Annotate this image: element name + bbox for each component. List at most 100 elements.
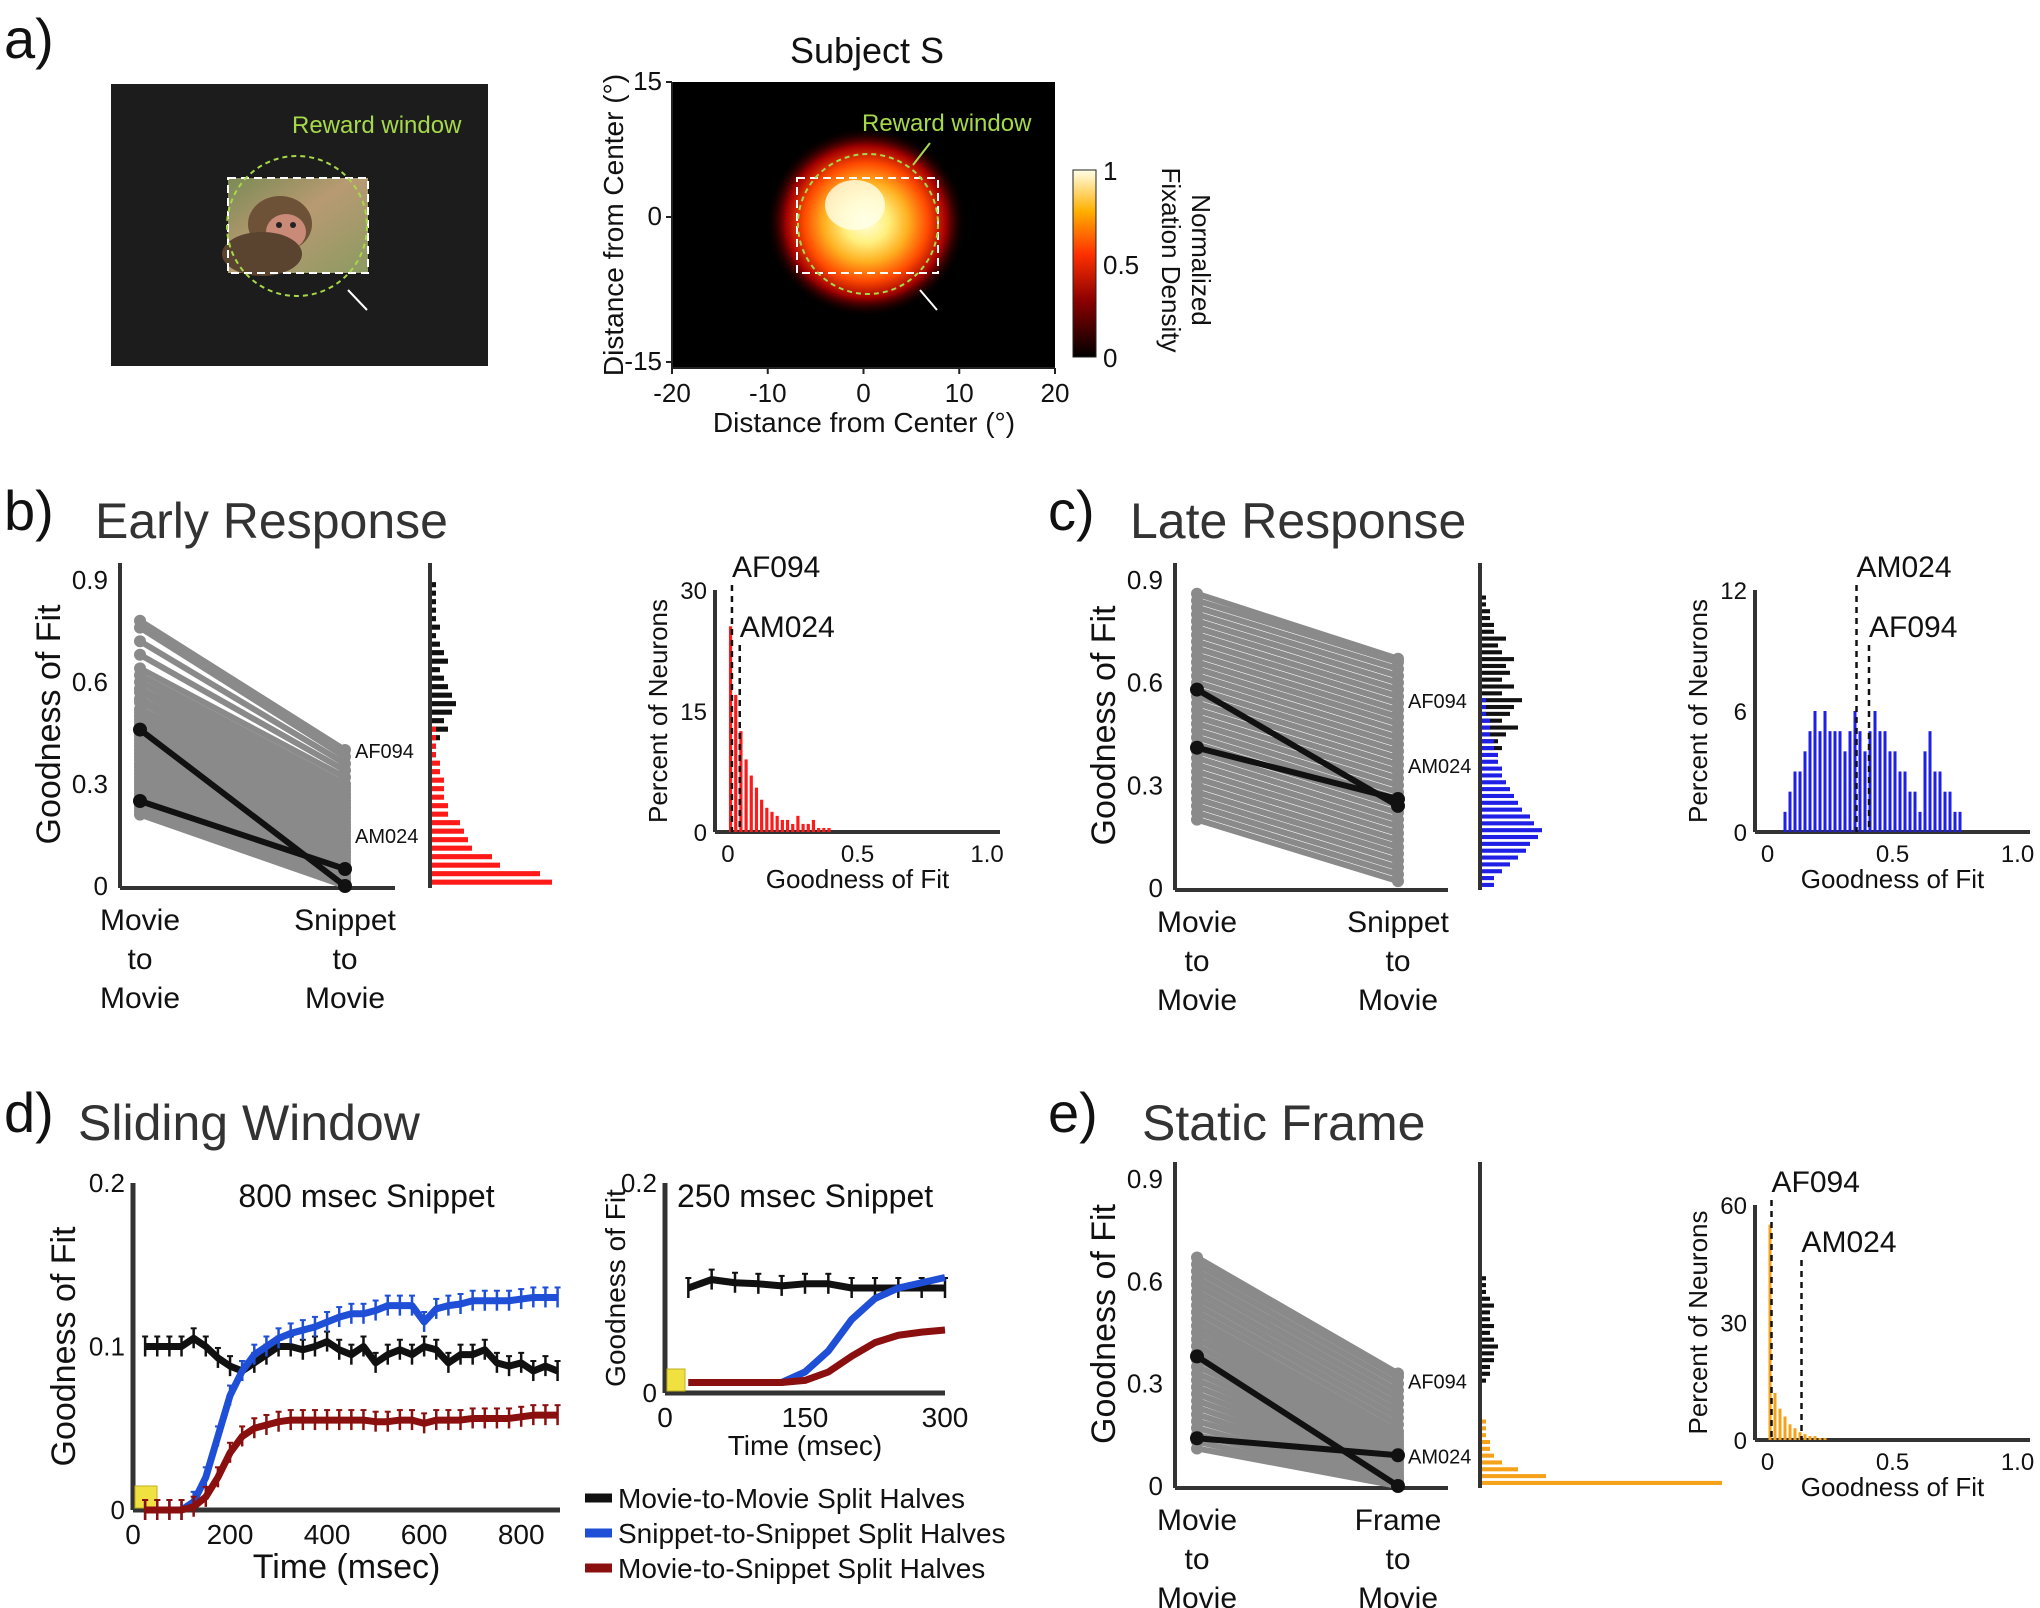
side-hist-bar-black: [1482, 718, 1502, 723]
heatmap-ytick-label: 0: [648, 201, 662, 231]
hist-ylabel: Percent of Neurons: [643, 599, 673, 823]
hist-bar: [1843, 751, 1847, 832]
side-hist-bar-colored: [1482, 752, 1498, 757]
hist-bar: [1908, 791, 1912, 832]
neuron-line: [138, 771, 347, 872]
neuron-line: [1196, 652, 1399, 720]
side-hist-bar-black: [1482, 711, 1510, 716]
side-hist-bar-black: [1482, 1330, 1490, 1335]
neuron-line: [1196, 707, 1399, 775]
neuron-line: [1196, 789, 1399, 857]
neuron-point-start: [134, 808, 146, 821]
side-hist-bar-colored: [432, 777, 444, 783]
hist-bar: [801, 823, 805, 832]
reward-pointer: [347, 289, 368, 311]
hist-ytick-label: 6: [1734, 699, 1747, 726]
legend-entry: Snippet-to-Snippet Split Halves: [618, 1518, 1006, 1549]
side-hist-bar-black: [432, 641, 440, 647]
heatmap-xtick-label: -20: [653, 378, 691, 408]
hist-xtick-label: 0: [1761, 1449, 1774, 1476]
highlight-line-am024: [138, 727, 347, 889]
time-title: 250 msec Snippet: [677, 1178, 933, 1214]
side-hist-bar-black: [1482, 704, 1514, 710]
side-hist-bar-black: [432, 726, 448, 732]
stimulus-display: Reward window: [111, 84, 488, 366]
side-hist-bar-colored: [432, 786, 444, 792]
panel-d-title: Sliding Window: [78, 1095, 421, 1151]
side-hist-bar-colored: [432, 811, 448, 817]
heatmap-ylabel: Distance from Center (°): [598, 74, 629, 376]
hist-bar: [1828, 731, 1832, 832]
time-xtick-label: 150: [782, 1402, 829, 1433]
side-hist-bar-colored: [1482, 1419, 1486, 1424]
neuron-line: [1196, 796, 1399, 864]
neuron-line: [138, 638, 347, 767]
neuron-line: [1196, 686, 1399, 755]
side-hist-bar-black: [1482, 602, 1486, 607]
neuron-line: [1195, 1302, 1400, 1421]
side-hist-bar-colored: [1482, 834, 1538, 840]
neuron-line: [1196, 1445, 1399, 1489]
hist-bar: [760, 799, 764, 832]
slope-category-label: to: [332, 943, 357, 976]
side-hist-bar-colored: [432, 726, 436, 732]
slope-category-label: Movie: [1157, 906, 1237, 939]
hist-bar: [1793, 771, 1797, 832]
hist-bar: [1798, 771, 1802, 832]
side-hist-bar-black: [432, 658, 448, 664]
neuron-point-start: [1191, 813, 1203, 826]
side-hist-bar-black: [1482, 1276, 1486, 1281]
neuron-line: [138, 723, 347, 825]
side-hist-bar-colored: [1482, 780, 1506, 785]
hist-ytick-label: 30: [1720, 1311, 1747, 1338]
side-hist-bar-black: [1482, 629, 1494, 634]
neuron-line: [138, 652, 347, 774]
hist-bar: [1818, 731, 1822, 832]
neuron-line: [1195, 1350, 1400, 1452]
marker-label-am024: AM024: [1802, 1226, 1897, 1259]
neuron-line: [138, 699, 347, 804]
highlight-end-am024: [1391, 798, 1405, 813]
neuron-line: [1196, 803, 1399, 871]
side-hist-bar-colored: [1482, 1439, 1490, 1445]
hist-bar: [1838, 731, 1842, 832]
stimulus-onset-marker: [666, 1368, 686, 1392]
neuron-line: [1195, 1370, 1400, 1462]
slope-category-label: Movie: [1358, 984, 1438, 1017]
neuron-line: [138, 750, 347, 852]
highlight-start-am024: [1190, 682, 1204, 697]
neuron-line: [1196, 590, 1399, 662]
side-hist-bar-colored: [1482, 800, 1518, 805]
side-hist-bar-black: [1482, 663, 1506, 669]
hist-xlabel: Goodness of Fit: [1801, 1472, 1985, 1502]
side-hist-bar-colored: [432, 769, 440, 775]
neuron-point-start: [134, 635, 146, 648]
highlight-line-am024: [1195, 1353, 1400, 1489]
time-xtick-label: 400: [304, 1519, 351, 1550]
neuron-line: [1195, 1336, 1400, 1445]
highlight-start-am024: [1190, 1349, 1204, 1364]
side-hist-bar-black: [432, 650, 444, 656]
hist-bar: [1803, 751, 1807, 832]
hist-bar: [1803, 1434, 1807, 1440]
neuron-line: [1196, 611, 1399, 679]
neuron-line: [1196, 618, 1399, 686]
side-hist-bar-colored: [1482, 1460, 1502, 1465]
slope-ytick-label: 0.9: [1127, 565, 1163, 595]
neuron-line: [1196, 673, 1399, 741]
side-hist-bar-black: [1482, 643, 1498, 648]
hist-bar: [1883, 731, 1887, 832]
neuron-line: [138, 696, 347, 801]
highlight-end-af094: [1391, 1448, 1405, 1463]
hist-bar: [1778, 1408, 1782, 1440]
side-hist-bar-colored: [432, 837, 468, 843]
legend-entry: Movie-to-Snippet Split Halves: [618, 1553, 985, 1584]
slope-category-label: to: [1184, 945, 1209, 978]
reward-window-overlay: [797, 153, 939, 295]
side-hist-bar-black: [432, 718, 444, 724]
hist-bar: [1788, 791, 1792, 832]
slope-category-label: Movie: [1358, 1582, 1438, 1608]
time-title: 800 msec Snippet: [238, 1178, 494, 1214]
hist-ylabel: Percent of Neurons: [1683, 1210, 1713, 1434]
